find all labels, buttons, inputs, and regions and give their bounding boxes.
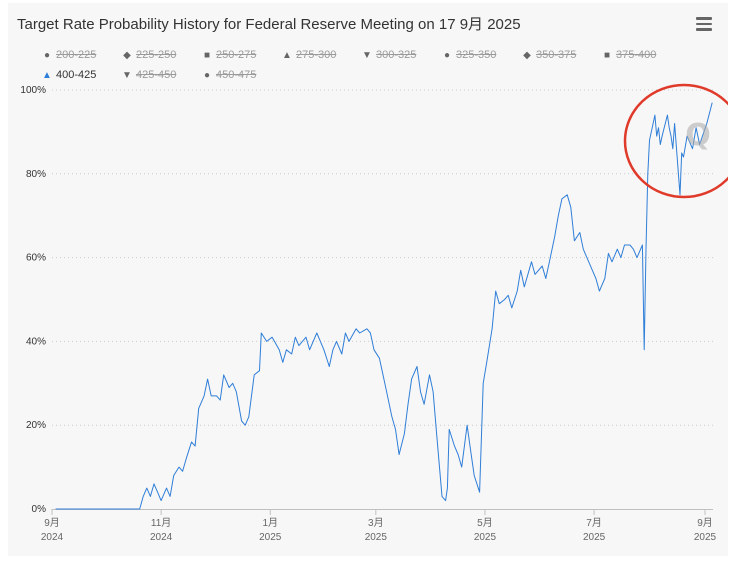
x-tick-label-month: 3月 <box>368 517 384 529</box>
x-tick-label-year: 2025 <box>583 532 606 543</box>
triangle-marker-icon: ▲ <box>42 70 52 81</box>
x-tick-label-month: 7月 <box>586 517 602 529</box>
y-tick-label: 20% <box>26 420 46 431</box>
legend-item-350-375[interactable]: ◆ 350-375 <box>518 49 576 61</box>
x-tick-label-month: 11月 <box>151 517 171 529</box>
watermark-q-logo: Q <box>685 118 711 153</box>
legend-item-425-450[interactable]: ▼ 425-450 <box>118 69 176 81</box>
x-tick-label-year: 2025 <box>365 532 388 543</box>
hamburger-menu-icon[interactable] <box>696 17 712 31</box>
legend-item-400-425[interactable]: ▲ 400-425 <box>38 69 96 81</box>
x-tick-label-year: 2025 <box>694 532 717 543</box>
legend-label: 450-475 <box>216 69 257 81</box>
x-tick-label-month: 5月 <box>477 517 493 529</box>
y-tick-label: 60% <box>26 253 46 264</box>
legend-item-450-475[interactable]: ● 450-475 <box>198 69 256 81</box>
triangle-down-marker-icon: ▼ <box>122 70 132 81</box>
legend-item-200-225[interactable]: ● 200-225 <box>38 49 96 61</box>
legend-item-325-350[interactable]: ● 325-350 <box>438 49 496 61</box>
legend-label: 225-250 <box>136 49 177 61</box>
annotation-red-circle <box>623 83 728 199</box>
x-tick-label-year: 2024 <box>150 532 173 543</box>
x-tick-label-month: 1月 <box>262 517 278 529</box>
legend-label: 275-300 <box>296 49 337 61</box>
legend-label: 325-350 <box>456 49 497 61</box>
chart-title: Target Rate Probability History for Fede… <box>17 16 521 33</box>
legend-item-250-275[interactable]: ■ 250-275 <box>198 49 256 61</box>
diamond-marker-icon: ◆ <box>123 50 131 61</box>
x-tick-label-year: 2025 <box>474 532 497 543</box>
circle-marker-icon: ● <box>443 50 451 61</box>
legend-item-375-400[interactable]: ■ 375-400 <box>598 49 656 61</box>
circle-marker-icon: ● <box>43 50 51 61</box>
legend-label: 425-450 <box>136 69 177 81</box>
y-tick-label: 80% <box>26 169 46 180</box>
x-tick-label-year: 2024 <box>41 532 64 543</box>
legend-item-275-300[interactable]: ▲ 275-300 <box>278 49 336 61</box>
chart-container: Target Rate Probability History for Fede… <box>8 3 728 556</box>
x-tick-label-month: 9月 <box>44 517 60 529</box>
plot-area: 0% 20% 40% 60% 80% 100% 9月 2024 11月 2024 1月 2025 3月 2… <box>20 83 728 543</box>
triangle-marker-icon: ▲ <box>282 50 292 61</box>
legend-label: 200-225 <box>56 49 97 61</box>
legend-item-300-325[interactable]: ▼ 300-325 <box>358 49 416 61</box>
square-marker-icon: ■ <box>203 50 211 61</box>
legend-label: 350-375 <box>536 49 577 61</box>
legend-label: 300-325 <box>376 49 417 61</box>
circle-marker-icon: ● <box>203 70 211 81</box>
y-tick-label: 100% <box>20 85 46 96</box>
diamond-marker-icon: ◆ <box>523 50 531 61</box>
series-line-400-425 <box>55 102 713 510</box>
legend-item-225-250[interactable]: ◆ 225-250 <box>118 49 176 61</box>
triangle-down-marker-icon: ▼ <box>362 50 372 61</box>
x-tick-label-month: 9月 <box>697 517 713 529</box>
legend-label: 375-400 <box>616 49 657 61</box>
y-tick-label: 0% <box>32 504 47 515</box>
legend-label: 250-275 <box>216 49 257 61</box>
x-tick-label-year: 2025 <box>259 532 282 543</box>
legend-label: 400-425 <box>56 69 97 81</box>
y-tick-label: 40% <box>26 336 46 347</box>
square-marker-icon: ■ <box>603 50 611 61</box>
